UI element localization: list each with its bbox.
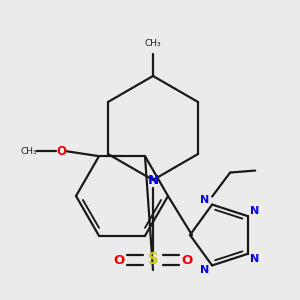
Text: CH₃: CH₃	[145, 39, 161, 48]
Text: N: N	[250, 254, 260, 264]
Text: S: S	[148, 253, 158, 268]
Text: O: O	[56, 145, 66, 158]
Text: O: O	[182, 254, 193, 266]
Text: N: N	[200, 195, 210, 205]
Text: CH₃: CH₃	[21, 147, 37, 156]
Text: N: N	[200, 266, 210, 275]
Text: O: O	[113, 254, 124, 266]
Text: N: N	[147, 173, 159, 187]
Text: N: N	[250, 206, 260, 216]
